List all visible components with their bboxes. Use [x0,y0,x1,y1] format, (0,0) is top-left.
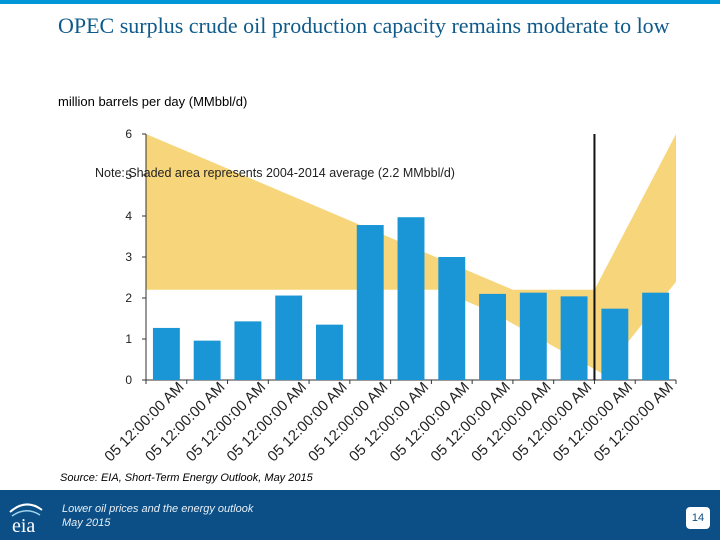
bar-12 [601,308,629,380]
chart-note: Note: Shaded area represents 2004-2014 a… [95,166,455,180]
bar-series [152,217,670,380]
bar-10 [519,292,547,380]
y-tick-label: 4 [125,209,132,223]
y-tick-label: 1 [125,332,132,346]
footer-bar: eia Lower oil prices and the energy outl… [0,490,720,540]
footer-title: Lower oil prices and the energy outlook [62,503,254,515]
source-citation: Source: EIA, Short-Term Energy Outlook, … [60,472,313,484]
bar-2 [193,340,221,380]
bar-7 [397,217,425,380]
bar-9 [479,293,506,380]
y-tick-label: 0 [125,373,132,387]
bar-13 [642,292,670,380]
bar-6 [356,225,384,380]
bar-3 [234,321,262,380]
footer-caption: Lower oil prices and the energy outlook … [62,502,253,530]
footer-date: May 2015 [62,517,111,529]
page-number: 14 [686,507,710,529]
y-tick-label: 3 [125,250,132,264]
y-tick-label: 5 [125,168,132,182]
eia-logo-icon: eia [9,503,43,536]
bar-4 [275,295,303,380]
svg-text:eia: eia [12,515,35,536]
bar-1 [152,327,180,380]
bar-11 [560,296,588,380]
page-title: OPEC surplus crude oil production capaci… [58,13,670,38]
bar-5 [316,324,343,380]
top-accent-rule [0,0,720,4]
y-axis-unit-label: million barrels per day (MMbbl/d) [58,94,248,109]
y-tick-label: 6 [125,127,132,141]
y-tick-labels: 0 1 2 3 4 5 6 [125,127,132,387]
bar-8 [438,257,466,380]
y-tick-label: 2 [125,291,132,305]
